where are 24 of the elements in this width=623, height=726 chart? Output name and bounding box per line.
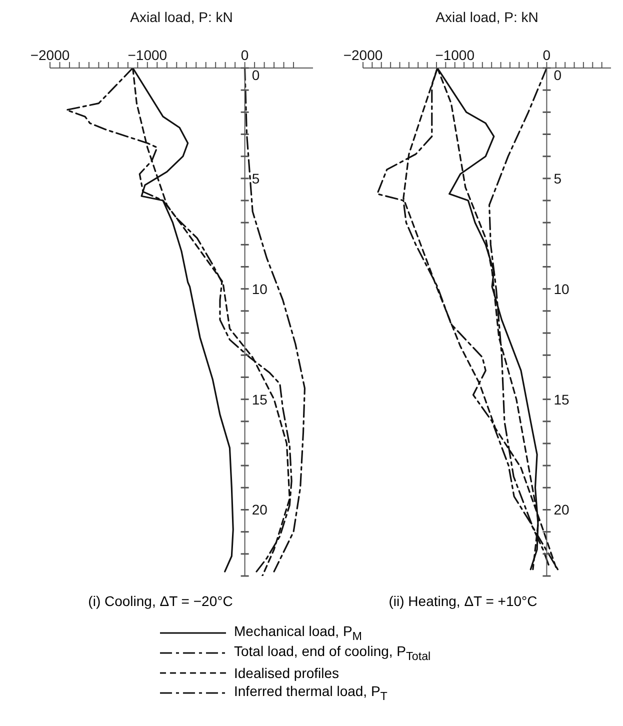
x-tick-label: 0	[542, 47, 551, 63]
x-tick-label: 0	[240, 47, 249, 63]
y-tick-label: 15	[252, 391, 268, 408]
y-tick-label: 0	[252, 67, 260, 83]
x-tick-label: −2000	[30, 47, 70, 63]
y-tick-label: 15	[554, 391, 570, 408]
legend-label: Mechanical load, P$_{M}$	[234, 623, 362, 643]
x-axis-title: Axial load, P: kN	[130, 8, 233, 25]
text: (i) Cooling, ΔT = −20°C	[87, 593, 234, 609]
y-tick-label: 10	[252, 280, 268, 297]
legend-label: Total load, end of cooling, P$_{Total}$	[234, 643, 431, 663]
y-tick-label: 20	[554, 502, 570, 518]
x-tick-label: −1000	[128, 47, 168, 63]
x-tick-label: −1000	[435, 47, 475, 63]
text: (ii) Heating, ΔT = +10°C	[388, 593, 538, 609]
x-tick-label: −2000	[343, 47, 383, 63]
y-tick-label: 20	[252, 502, 268, 518]
x-axis-title: Axial load, P: kN	[436, 8, 538, 25]
y-tick-label: 10	[554, 280, 570, 297]
y-tick-label: 0	[554, 67, 562, 83]
legend-label: Inferred thermal load, P$_{T}$	[234, 683, 388, 703]
y-tick-label: 5	[252, 170, 260, 186]
legend-label: Idealised profiles	[234, 665, 340, 681]
y-tick-label: 5	[554, 170, 562, 186]
